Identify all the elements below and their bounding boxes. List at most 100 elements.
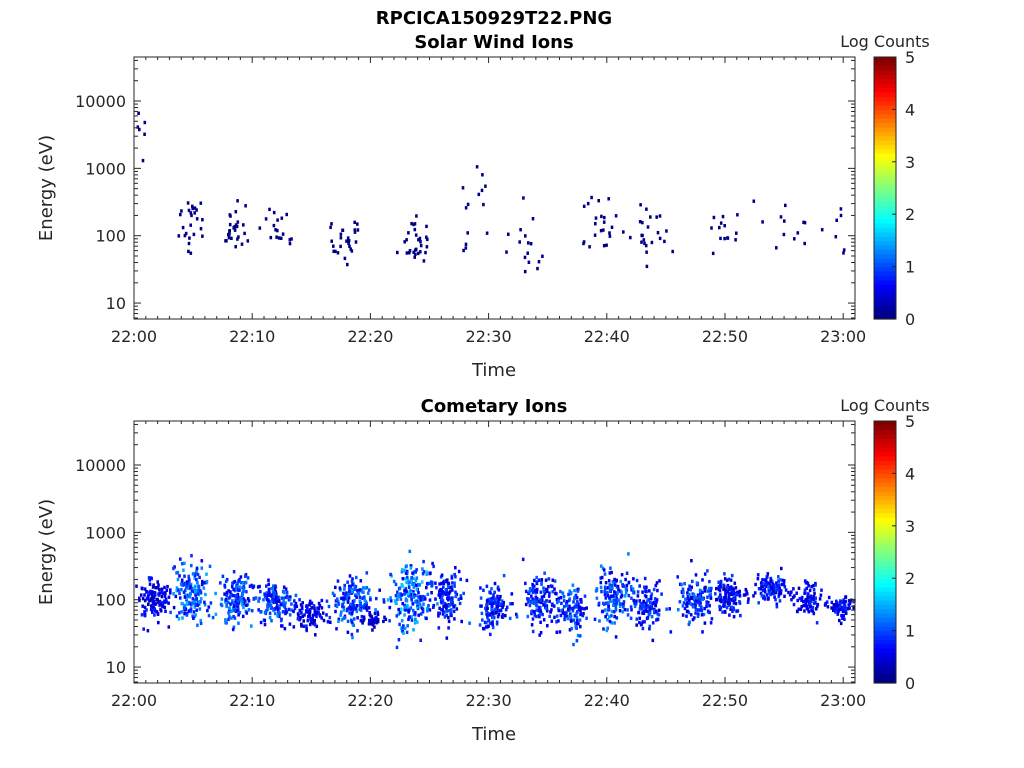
heatmap-cell <box>648 624 652 629</box>
colorbar-segment <box>874 292 896 298</box>
heatmap-cell <box>300 605 304 609</box>
colorbar-segment <box>874 275 896 281</box>
colorbar-segment <box>874 573 896 579</box>
heatmap-cell <box>447 626 450 630</box>
heatmap-cell <box>225 594 228 598</box>
colorbar-segment <box>874 105 896 110</box>
heatmap-cell <box>641 590 644 594</box>
heatmap-cell <box>819 593 823 597</box>
colorbar-segment <box>874 521 896 527</box>
heatmap-cell <box>707 586 711 591</box>
heatmap-cell <box>143 593 146 597</box>
colorbar-segment <box>874 648 896 654</box>
colorbar-segment <box>874 70 896 76</box>
heatmap-cell <box>604 608 607 612</box>
heatmap-cell <box>530 610 533 614</box>
heatmap-cell <box>778 599 782 603</box>
heatmap-cell <box>326 620 330 624</box>
heatmap-cell <box>643 620 646 624</box>
heatmap-cell <box>272 600 275 604</box>
heatmap-cell <box>413 600 417 604</box>
heatmap-cell <box>248 584 252 588</box>
heatmap-cell <box>625 583 629 588</box>
heatmap-cell <box>599 585 603 590</box>
heatmap-cell <box>706 569 709 573</box>
heatmap-cell <box>189 582 193 587</box>
heatmap-cell <box>775 585 779 589</box>
heatmap-cell <box>756 577 760 581</box>
heatmap-cell <box>443 615 447 619</box>
heatmap-cell <box>770 585 773 590</box>
heatmap-cell <box>273 587 277 591</box>
heatmap-cell <box>569 590 573 595</box>
heatmap-cell <box>234 586 238 590</box>
heatmap-cell <box>844 611 848 615</box>
heatmap-cell <box>192 586 195 590</box>
heatmap-cell <box>244 599 247 603</box>
heatmap-cell <box>839 621 843 626</box>
heatmap-cell <box>227 596 231 600</box>
heatmap-cell <box>535 580 538 584</box>
heatmap-cell <box>625 571 629 575</box>
heatmap-cell <box>663 239 666 244</box>
heatmap-cell <box>613 598 616 603</box>
heatmap-cell <box>556 600 559 605</box>
heatmap-cell <box>413 222 417 226</box>
heatmap-cell <box>643 576 647 581</box>
heatmap-cell <box>181 225 185 230</box>
heatmap-cell <box>199 618 202 623</box>
heatmap-cell <box>481 173 484 177</box>
y-tick-label: 10000 <box>75 92 126 111</box>
heatmap-cell <box>356 629 359 633</box>
heatmap-cell <box>412 222 415 227</box>
heatmap-cell <box>147 602 150 606</box>
heatmap-cell <box>719 583 722 587</box>
heatmap-cell <box>257 599 260 603</box>
heatmap-cell <box>759 591 763 596</box>
heatmap-cell <box>401 584 405 588</box>
heatmap-cell <box>779 215 783 219</box>
heatmap-cell <box>457 597 460 601</box>
heatmap-cell <box>709 596 713 600</box>
heatmap-cell <box>722 583 725 587</box>
heatmap-cell <box>721 610 724 614</box>
heatmap-cell <box>441 612 445 616</box>
heatmap-cell <box>403 568 406 573</box>
heatmap-cell <box>806 607 810 612</box>
heatmap-cell <box>793 237 796 241</box>
heatmap-cell <box>243 231 246 236</box>
heatmap-cell <box>272 584 275 588</box>
heatmap-cell <box>602 228 605 232</box>
heatmap-cell <box>263 622 267 627</box>
colorbar-segment <box>874 96 896 102</box>
heatmap-cell <box>413 255 416 259</box>
heatmap-cell <box>818 597 822 601</box>
heatmap-cell <box>417 582 420 587</box>
heatmap-cell <box>342 616 346 620</box>
heatmap-cell <box>420 606 424 610</box>
heatmap-cell <box>186 583 190 588</box>
heatmap-cell <box>734 238 737 242</box>
heatmap-cell <box>236 237 239 241</box>
heatmap-cell <box>565 604 569 608</box>
heatmap-cell <box>622 230 625 234</box>
heatmap-cell <box>779 589 783 593</box>
heatmap-cell <box>274 228 277 232</box>
heatmap-cell <box>615 601 618 606</box>
heatmap-cell <box>199 589 202 593</box>
heatmap-cell <box>624 591 628 595</box>
heatmap-cell <box>575 619 579 623</box>
heatmap-cell <box>836 612 840 616</box>
heatmap-cell <box>393 599 397 603</box>
heatmap-cell <box>501 605 504 609</box>
heatmap-cell <box>320 606 324 610</box>
heatmap-cell <box>177 617 181 621</box>
heatmap-cell <box>195 217 199 221</box>
heatmap-cell <box>555 598 559 602</box>
heatmap-cell <box>762 594 766 598</box>
heatmap-cell <box>404 597 408 601</box>
colorbar-segment <box>874 634 896 640</box>
heatmap-cell <box>694 600 697 604</box>
colorbar-segment <box>874 183 896 189</box>
heatmap-cell <box>396 597 399 601</box>
